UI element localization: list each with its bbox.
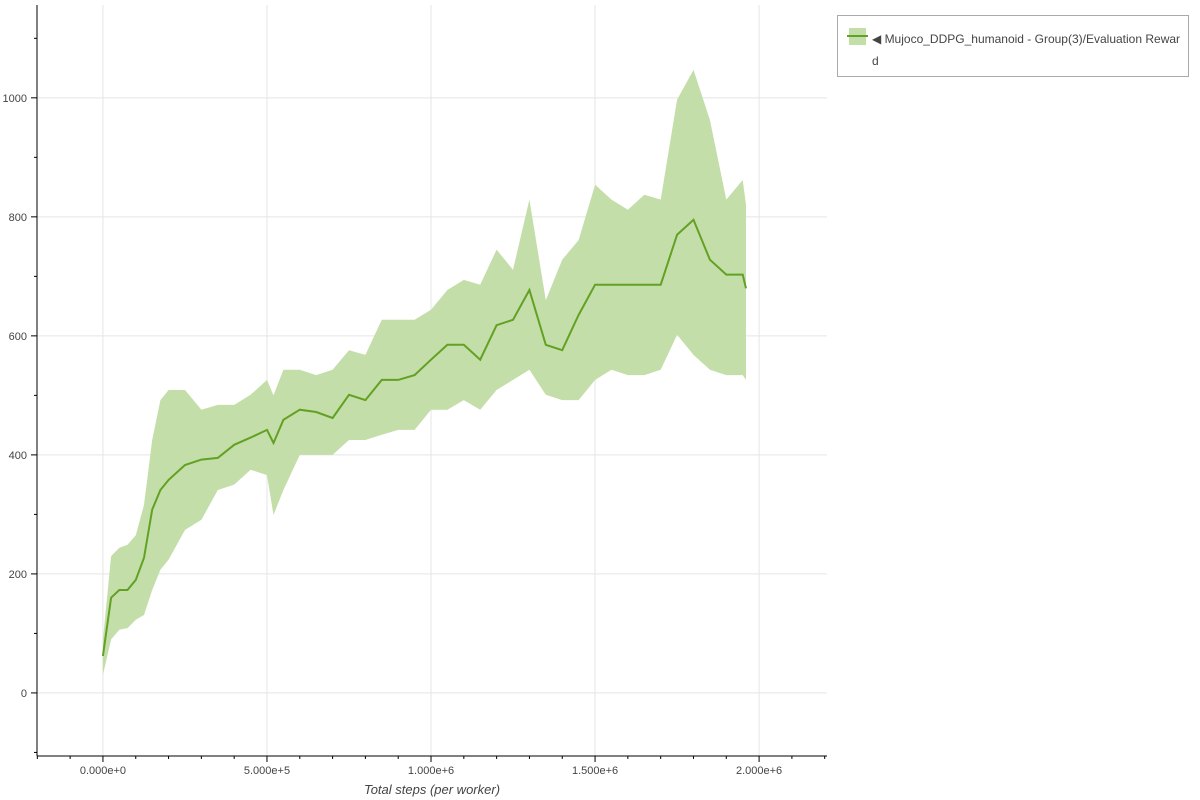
legend-label[interactable]: ◀ Mujoco_DDPG_humanoid - Group(3)/Evalua…: [872, 32, 1181, 68]
y-tick-label: 600: [9, 331, 27, 343]
y-tick-label: 1000: [3, 93, 27, 105]
legend-swatch: [847, 28, 868, 45]
x-tick-label: 1.500e+6: [572, 765, 618, 777]
y-tick-label: 800: [9, 212, 27, 224]
reward-mean-line: [101, 218, 747, 657]
legend: ◀ Mujoco_DDPG_humanoid - Group(3)/Evalua…: [837, 15, 1189, 77]
y-tick-label: 400: [9, 450, 27, 462]
reward-std-band: [102, 69, 746, 676]
axes: 0.000e+0 5.000e+5 1.000e+6 1.500e+6 2.000e+6…: [3, 5, 827, 777]
x-tick-label: 5.000e+5: [244, 765, 290, 777]
y-tick-label: 200: [9, 569, 27, 581]
x-tick-label: 1.000e+6: [408, 765, 454, 777]
x-axis-title: Total steps (per worker): [364, 782, 500, 797]
x-tick-label: 2.000e+6: [736, 765, 782, 777]
y-tick-label: 0: [21, 688, 27, 700]
x-tick-label: 0.000e+0: [80, 765, 126, 777]
